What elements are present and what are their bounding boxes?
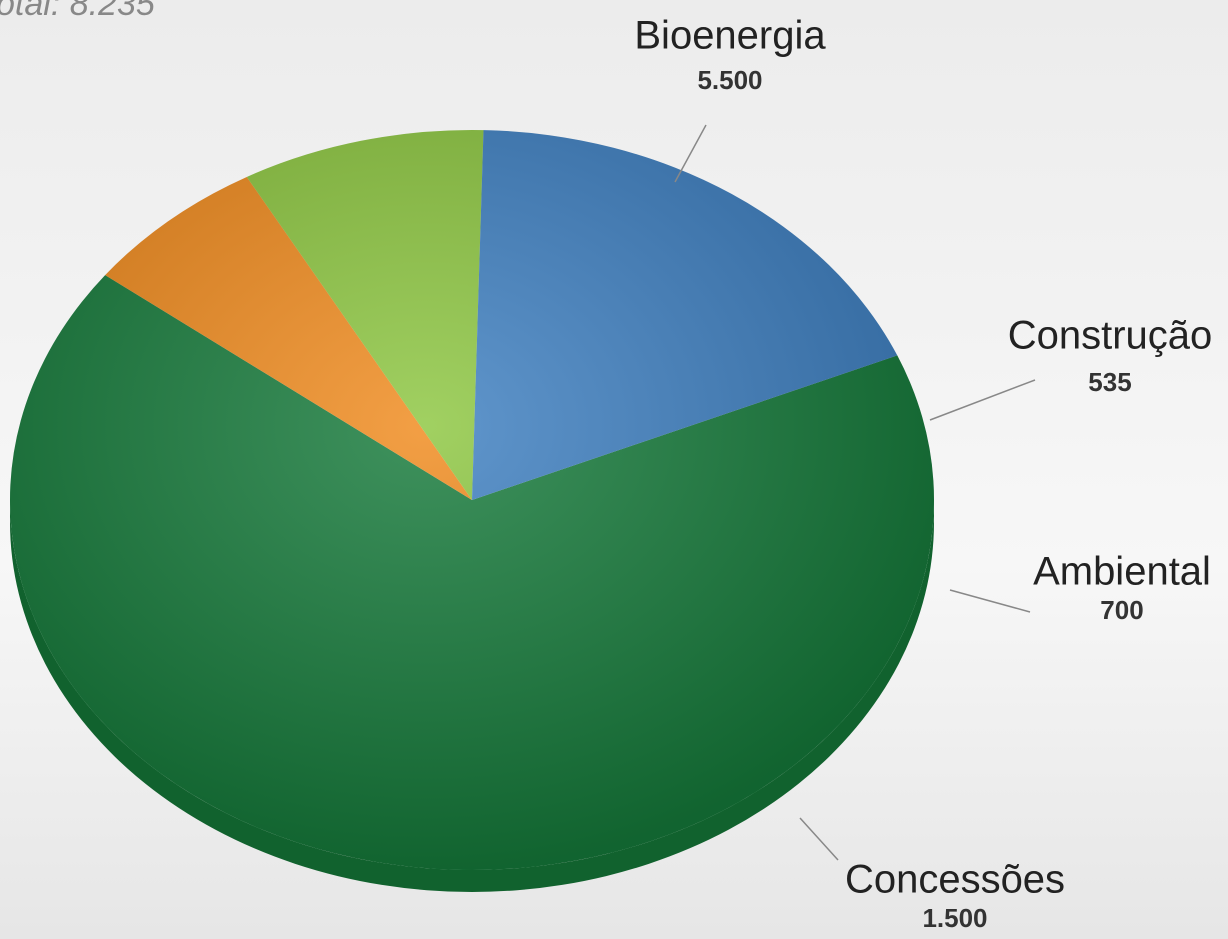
slice-value: 535 (1088, 367, 1131, 397)
leader-line (674, 124, 707, 183)
leader-line (949, 589, 1031, 613)
slice-label: Ambiental (1033, 550, 1211, 594)
leader-line (929, 379, 1036, 421)
chart-title: otal: 8.235 (0, 0, 155, 23)
slice-value: 1.500 (922, 903, 987, 933)
slice-label: Concessões (845, 858, 1065, 902)
leader-line (799, 817, 839, 861)
slice-value: 5.500 (697, 65, 762, 95)
slice-label: Bioenergia (634, 14, 826, 58)
slice-value: 700 (1100, 595, 1143, 625)
slice-label: Construção (1008, 314, 1213, 358)
pie (9, 129, 934, 892)
pie-shine (10, 130, 934, 870)
